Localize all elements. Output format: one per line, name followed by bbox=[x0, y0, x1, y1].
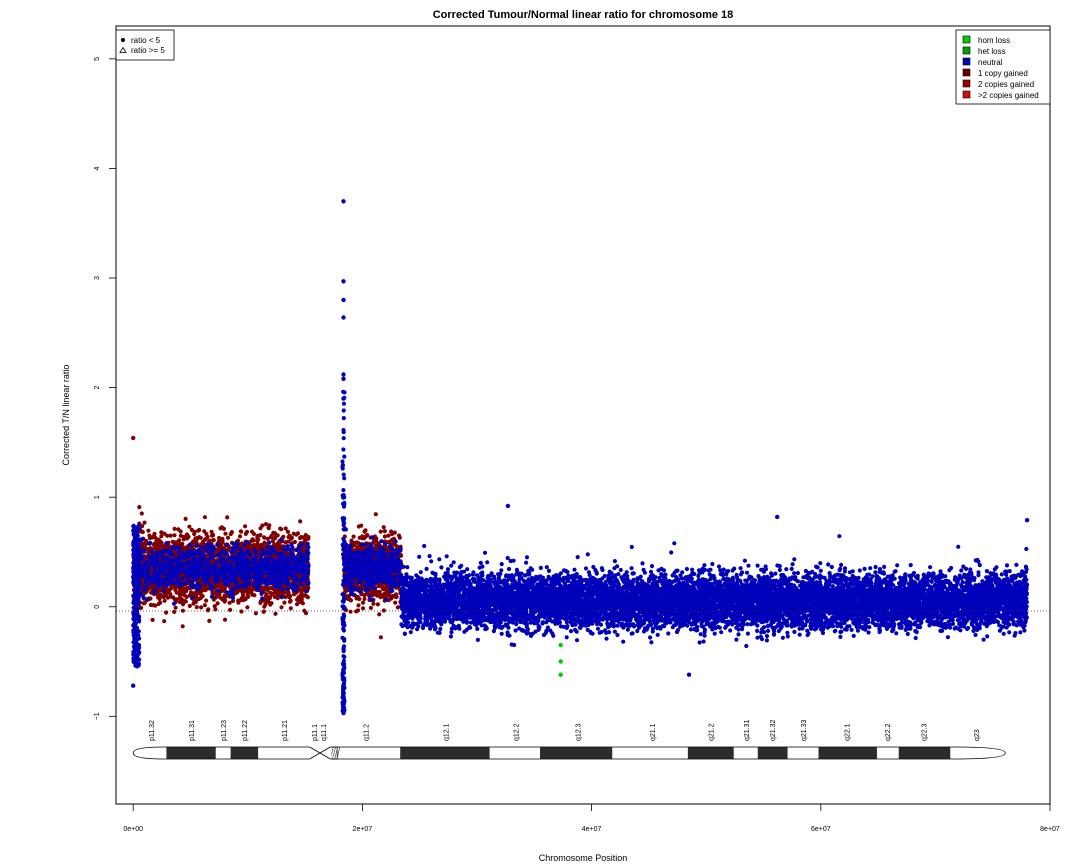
notable-point bbox=[558, 642, 563, 648]
cytoband-dark bbox=[687, 747, 734, 759]
cytoband-label: q11.1 bbox=[321, 724, 328, 741]
x-tick-label: 0e+00 bbox=[123, 826, 143, 833]
status-legend: hom loss het loss neutral 1 copy gained … bbox=[955, 29, 1051, 105]
hom-loss-swatch bbox=[962, 35, 971, 44]
more-copies-gained-label: >2 copies gained bbox=[978, 91, 1039, 100]
two-copies-gained-label: 2 copies gained bbox=[978, 80, 1034, 89]
cytoband-dark bbox=[230, 747, 259, 759]
cytoband-label: q22.3 bbox=[921, 723, 928, 741]
stalk-hatch bbox=[332, 746, 336, 760]
het-loss-swatch bbox=[962, 46, 971, 55]
cytoband-label: p11.32 bbox=[149, 720, 156, 741]
cytoband-dark bbox=[400, 747, 490, 759]
cytoband-label: q23 bbox=[974, 729, 981, 741]
y-tick-label: 2 bbox=[94, 386, 101, 390]
notable-point bbox=[131, 435, 136, 441]
x-axis-label: Chromosome Position bbox=[539, 853, 628, 863]
one-copy-gained-label: 1 copy gained bbox=[978, 69, 1028, 78]
neutral-label: neutral bbox=[978, 58, 1003, 67]
triangle-symbol-icon bbox=[119, 46, 127, 53]
notable-point bbox=[341, 683, 346, 688]
circle-symbol-icon bbox=[121, 38, 125, 42]
x-axis: 0e+00 2e+07 4e+07 6e+07 8e+07 bbox=[123, 803, 1060, 833]
notable-point bbox=[775, 514, 780, 520]
cytoband-label: q21.32 bbox=[770, 719, 777, 741]
cytoband-label: q21.2 bbox=[708, 723, 715, 741]
y-axis: −1 0 1 2 3 4 5 bbox=[94, 57, 117, 720]
stalk-hatch bbox=[334, 746, 338, 760]
hom-loss-label: hom loss bbox=[978, 36, 1010, 45]
cytoband-label: q12.2 bbox=[514, 723, 521, 741]
cytoband-label: p11.1 bbox=[312, 724, 319, 741]
cytoband-label: p11.22 bbox=[242, 720, 249, 741]
notable-point bbox=[341, 376, 346, 381]
cytoband-label: q21.33 bbox=[801, 719, 808, 741]
x-tick-label: 4e+07 bbox=[582, 826, 602, 833]
notable-point bbox=[131, 683, 136, 688]
notable-point bbox=[341, 279, 346, 284]
cytoband-label: q11.2 bbox=[363, 724, 370, 741]
notable-point bbox=[341, 315, 346, 320]
shape-legend-label-triangle: ratio >= 5 bbox=[131, 46, 165, 55]
notable-point bbox=[341, 199, 346, 204]
one-copy-gained-swatch bbox=[962, 68, 971, 77]
neutral-swatch bbox=[962, 57, 971, 66]
cytoband-dark bbox=[166, 747, 216, 759]
cytoband-label: q21.31 bbox=[744, 719, 751, 741]
notable-point bbox=[341, 396, 346, 401]
cytoband-ideogram: p11.32 p11.31 p11.23 p11.22 p11.21 p11.1 q11.1… bbox=[132, 719, 1006, 760]
x-tick-label: 2e+07 bbox=[353, 826, 373, 833]
x-tick-label: 8e+07 bbox=[1040, 826, 1060, 833]
point-cloud bbox=[131, 389, 1030, 713]
cytoband-label: p11.21 bbox=[282, 720, 289, 741]
notable-point bbox=[558, 659, 563, 664]
x-tick-label: 6e+07 bbox=[811, 826, 831, 833]
shape-legend-label-circle: ratio < 5 bbox=[131, 36, 161, 45]
cytoband-dark bbox=[757, 747, 788, 759]
notable-point bbox=[341, 297, 346, 303]
notable-point bbox=[341, 372, 346, 377]
notable-point bbox=[686, 672, 692, 677]
cytoband-label: q12.1 bbox=[444, 723, 451, 741]
status-legend-box bbox=[955, 29, 1051, 105]
cytoband-dark bbox=[898, 747, 951, 759]
het-loss-label: het loss bbox=[978, 47, 1006, 56]
chromosome-outline bbox=[132, 746, 1006, 760]
shape-legend-box bbox=[115, 29, 175, 61]
data-points bbox=[131, 199, 1030, 716]
notable-point bbox=[1024, 518, 1030, 523]
cytoband-dark bbox=[818, 747, 877, 759]
y-tick-label: 1 bbox=[94, 495, 101, 499]
cytoband-label: q22.2 bbox=[885, 723, 892, 741]
chart-title: Corrected Tumour/Normal linear ratio for… bbox=[433, 9, 734, 21]
y-tick-label: 4 bbox=[94, 166, 101, 170]
cytoband-dark bbox=[540, 747, 613, 759]
notable-point bbox=[558, 672, 563, 677]
stalk-hatch bbox=[336, 746, 341, 760]
y-axis-label: Corrected T/N linear ratio bbox=[61, 365, 71, 466]
y-tick-label: 0 bbox=[94, 605, 101, 609]
shape-legend: ratio < 5 ratio >= 5 bbox=[115, 29, 175, 61]
cytoband-label: p11.31 bbox=[189, 720, 196, 741]
y-tick-label: 3 bbox=[94, 276, 101, 280]
notable-point bbox=[505, 503, 511, 509]
cytoband-label: q21.1 bbox=[650, 723, 657, 741]
cytoband-label: q12.3 bbox=[575, 723, 582, 741]
cytoband-label: p11.23 bbox=[221, 720, 228, 741]
two-copies-gained-swatch bbox=[962, 79, 971, 88]
cytoband-label: q22.1 bbox=[845, 723, 852, 741]
centromere-constriction bbox=[309, 746, 331, 760]
notable-point bbox=[341, 710, 346, 716]
y-tick-label: −1 bbox=[94, 712, 101, 720]
y-tick-label: 5 bbox=[94, 57, 101, 61]
more-copies-gained-swatch bbox=[962, 90, 971, 99]
